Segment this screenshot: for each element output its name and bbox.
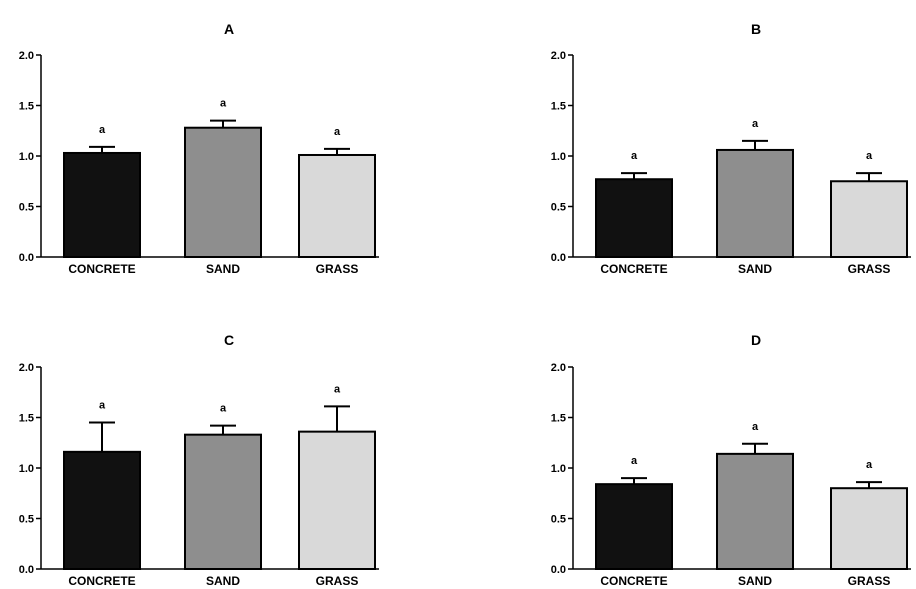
panel-d-y-tick-label: 0.5 [551,514,566,526]
panel-a-category-label: CONCRETE [68,262,135,276]
panel-d-y-tick-label: 1.5 [551,413,566,425]
panel-a-significance-concrete: a [99,124,106,136]
panel-d-category-label: CONCRETE [600,574,667,588]
panel-c-y-tick-label: 0.0 [19,564,34,576]
panel-d-title: D [751,332,761,348]
panel-b-y-tick-label: 2.0 [551,50,566,62]
panel-b-category-label: SAND [738,262,772,276]
panel-c-title: C [224,332,234,348]
panel-b-y-tick-label: 0.5 [551,202,566,214]
panel-a-bar-sand [184,126,262,258]
panel-d-category-label: GRASS [848,574,891,588]
panel-d-bar-sand [716,452,794,570]
panel-a-significance-grass: a [334,126,341,138]
panel-b-category-label: GRASS [848,262,891,276]
panel-b-significance-sand: a [752,118,759,130]
panel-c-y-tick-label: 1.5 [19,413,34,425]
panel-a-category-label: GRASS [316,262,359,276]
panel-c-y-tick-label: 1.0 [19,463,34,475]
panel-a-significance-sand: a [220,98,227,110]
panel-d-y-tick-label: 1.0 [551,463,566,475]
panel-c-significance-grass: a [334,383,341,395]
panel-a-category-label: SAND [206,262,240,276]
panel-d-bar-concrete [595,483,673,570]
panel-c-y-tick-label: 0.5 [19,514,34,526]
panel-c-y-tick-label: 2.0 [19,362,34,374]
panel-b-significance-grass: a [866,150,873,162]
panel-c-category-label: SAND [206,574,240,588]
panel-b-bar-sand [716,148,794,258]
panel-d-significance-concrete: a [631,455,638,467]
panel-d-significance-sand: a [752,421,759,433]
panel-c-bar-concrete [63,450,141,570]
panel-a-y-tick-label: 1.0 [19,151,34,163]
panel-d-y-tick-label: 2.0 [551,362,566,374]
panel-d-y-tick-label: 0.0 [551,564,566,576]
panel-c-category-label: GRASS [316,574,359,588]
panel-a-y-tick-label: 2.0 [19,50,34,62]
panel-d-bar-grass [830,487,908,571]
panel-b-title: B [751,21,761,37]
panel-c-bar-sand [184,433,262,571]
panel-b-y-tick-label: 1.0 [551,151,566,163]
panel-c-significance-sand: a [220,403,227,415]
panel-a-y-tick-label: 0.5 [19,202,34,214]
panel-b-y-tick-label: 1.5 [551,101,566,113]
panel-a-bar-concrete [63,151,141,258]
panel-c-bar-grass [298,430,376,571]
panel-c-significance-concrete: a [99,400,106,412]
panel-b-category-label: CONCRETE [600,262,667,276]
panel-c-category-label: CONCRETE [68,574,135,588]
panel-a-y-tick-label: 0.0 [19,252,34,264]
panel-b-y-tick-label: 0.0 [551,252,566,264]
panel-a-bar-grass [298,153,376,259]
panel-b-bar-concrete [595,178,673,258]
panel-d-category-label: SAND [738,574,772,588]
panel-d-significance-grass: a [866,459,873,471]
panel-a-title: A [224,21,234,37]
panel-a-y-tick-label: 1.5 [19,101,34,113]
panel-b-significance-concrete: a [631,150,638,162]
panel-b-bar-grass [830,180,908,258]
